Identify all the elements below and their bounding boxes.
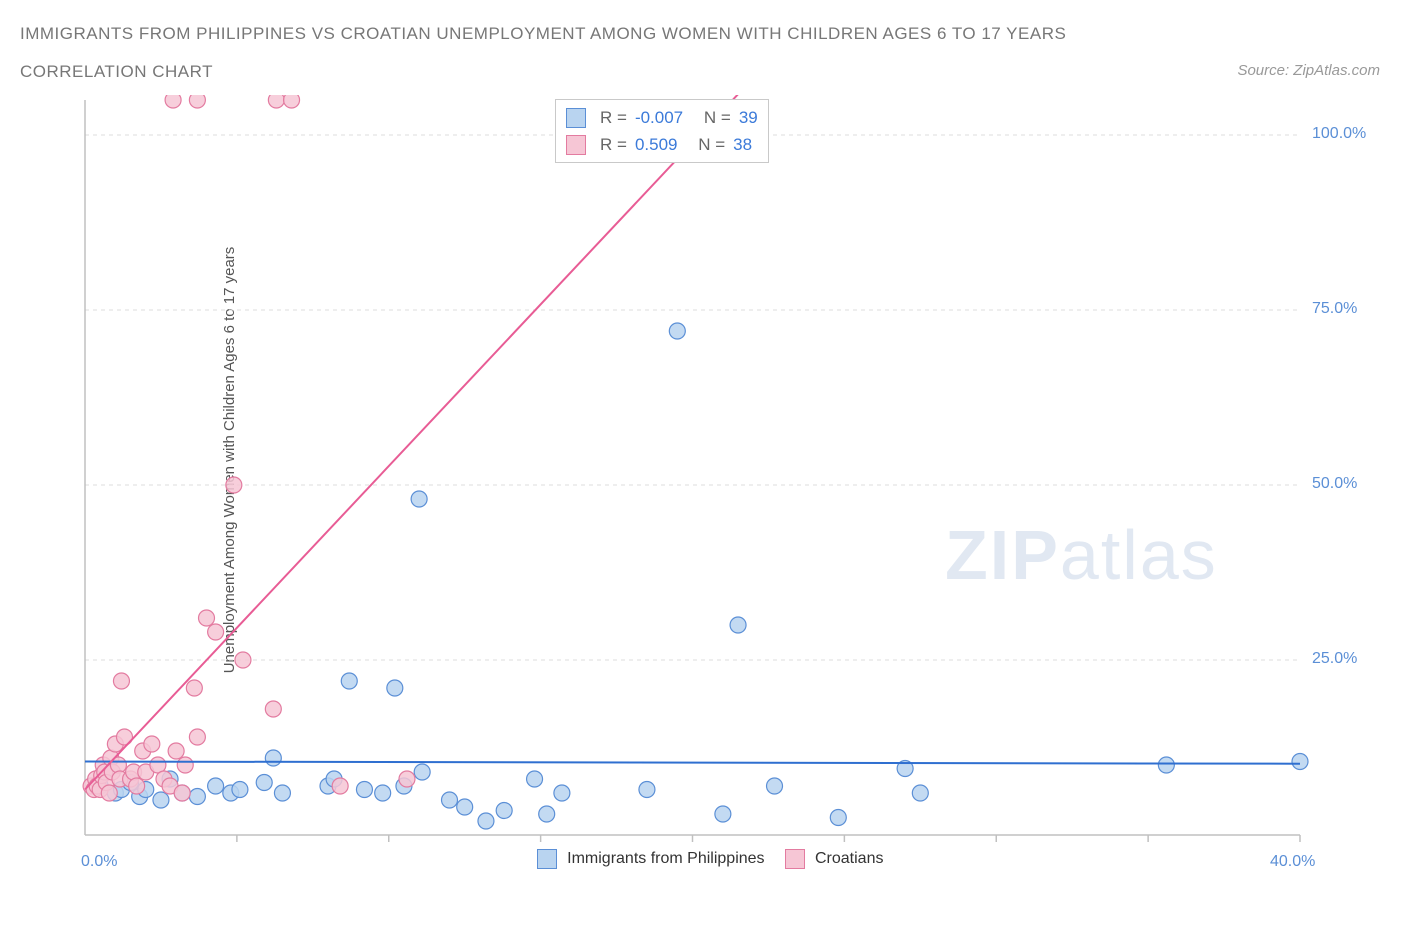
stats-label-r: R = — [600, 104, 627, 131]
x-tick-0: 0.0% — [81, 853, 117, 871]
correlation-stats-box: R = -0.007 N = 39 R = 0.509 N = 38 — [555, 99, 769, 163]
bottom-legend: Immigrants from Philippines Croatians — [537, 849, 884, 869]
legend-label-pink: Croatians — [815, 850, 883, 867]
x-tick-40: 40.0% — [1270, 853, 1315, 871]
stats-label-n: N = — [704, 104, 731, 131]
y-tick-50: 50.0% — [1312, 475, 1357, 493]
source-attribution: Source: ZipAtlas.com — [1237, 62, 1380, 79]
legend-label-blue: Immigrants from Philippines — [567, 850, 764, 867]
plot-canvas — [75, 95, 1380, 865]
stats-pink-r: 0.509 — [635, 131, 678, 158]
stats-pink-n: 38 — [733, 131, 752, 158]
swatch-pink-icon — [566, 135, 586, 155]
legend-item-pink: Croatians — [785, 849, 884, 869]
legend-swatch-pink-icon — [785, 849, 805, 869]
y-tick-25: 25.0% — [1312, 650, 1357, 668]
swatch-blue-icon — [566, 108, 586, 128]
stats-label-r2: R = — [600, 131, 627, 158]
stats-blue-r: -0.007 — [635, 104, 683, 131]
stats-blue-n: 39 — [739, 104, 758, 131]
y-tick-75: 75.0% — [1312, 300, 1357, 318]
legend-swatch-blue-icon — [537, 849, 557, 869]
stats-label-n2: N = — [698, 131, 725, 158]
stats-row-blue: R = -0.007 N = 39 — [566, 104, 758, 131]
scatter-plot: ZIPatlas R = -0.007 N = 39 R = 0.509 N =… — [75, 95, 1380, 865]
chart-title: IMMIGRANTS FROM PHILIPPINES VS CROATIAN … — [20, 24, 1066, 44]
chart-subtitle: CORRELATION CHART — [20, 62, 213, 82]
stats-row-pink: R = 0.509 N = 38 — [566, 131, 758, 158]
y-tick-100: 100.0% — [1312, 125, 1366, 143]
legend-item-blue: Immigrants from Philippines — [537, 849, 765, 869]
